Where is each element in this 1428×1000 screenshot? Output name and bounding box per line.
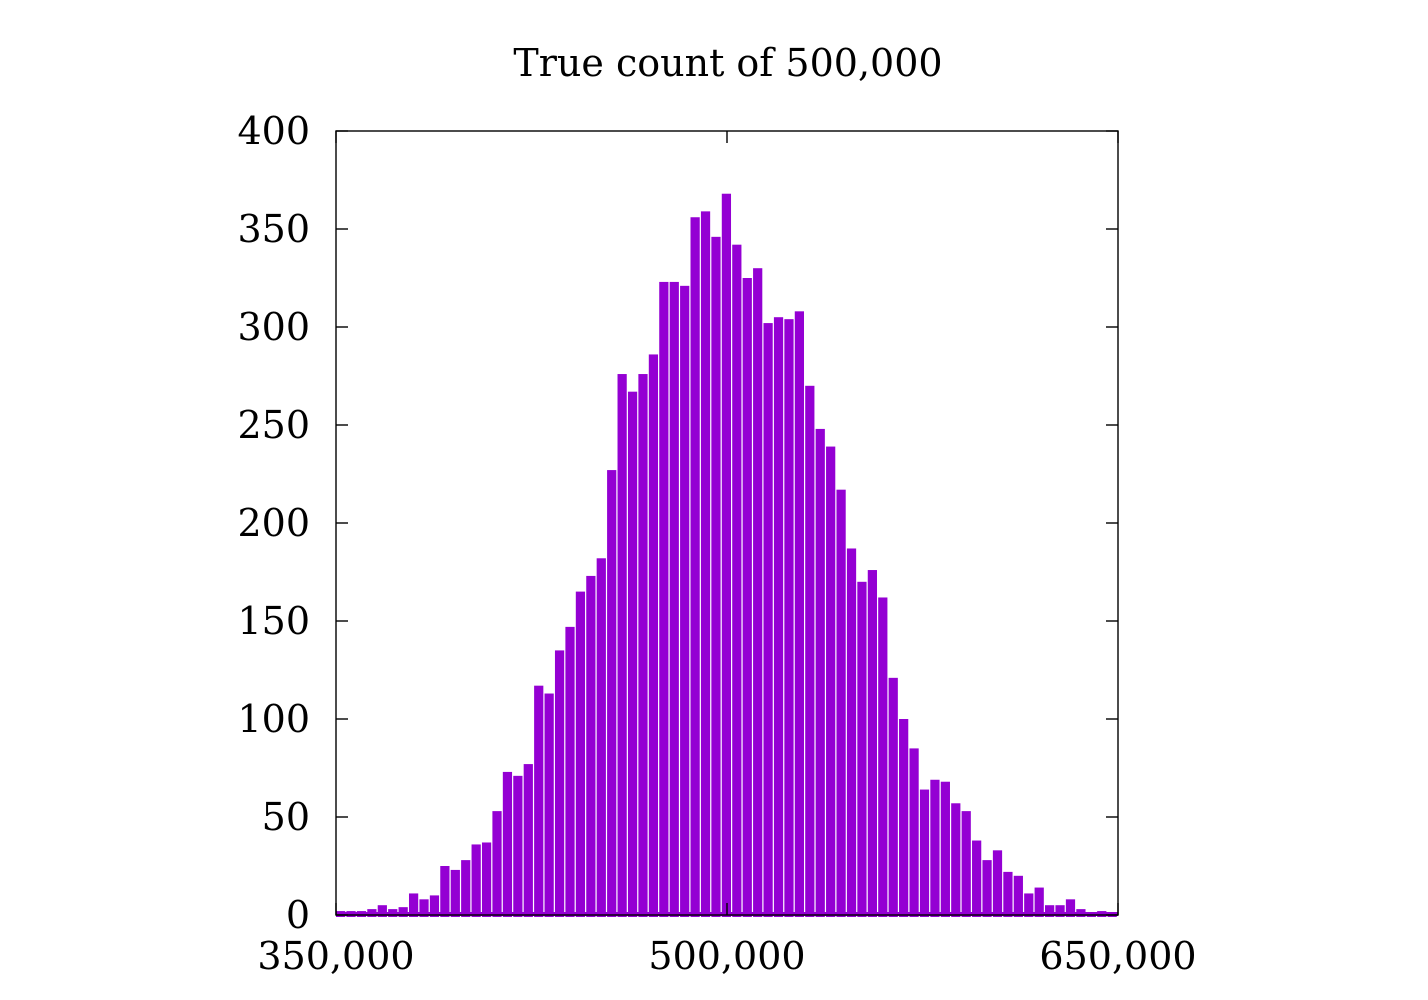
x-tick-labels: 350,000 500,000 650,000	[257, 934, 1196, 978]
histogram-bar	[544, 693, 554, 917]
histogram-bar	[1045, 905, 1055, 917]
histogram-bar	[502, 771, 513, 917]
plot-frame	[335, 130, 1119, 916]
histogram-bar	[909, 748, 919, 917]
histogram-bar	[919, 789, 930, 917]
histogram-bar	[440, 866, 450, 917]
histogram-bar	[607, 470, 617, 917]
histogram-bar	[669, 281, 679, 917]
y-tick-label: 350	[237, 207, 310, 251]
histogram-bar	[586, 575, 596, 917]
histogram-bar	[617, 374, 627, 917]
histogram-bar	[711, 236, 721, 918]
histogram-bar	[867, 570, 877, 917]
y-tick-label: 150	[237, 599, 310, 643]
histogram-bar	[700, 211, 711, 918]
histogram-bar	[554, 650, 565, 917]
histogram-bar	[763, 323, 773, 918]
histogram-bar	[972, 840, 982, 917]
histogram-bar	[815, 428, 825, 917]
histogram-bar	[732, 244, 742, 917]
histogram-bar	[471, 844, 481, 917]
chart-title: True count of 500,000	[513, 41, 942, 85]
histogram-bar	[461, 860, 471, 917]
histogram-bar	[408, 893, 419, 917]
histogram-bar	[1055, 905, 1065, 917]
histogram-bar	[690, 217, 700, 918]
y-tick-label: 400	[237, 109, 310, 153]
histogram-bar	[565, 626, 575, 917]
y-tick-labels: 0 50 100 150 200 250 300 350 400	[237, 109, 310, 937]
histogram-bar	[575, 591, 586, 917]
bars-layer	[336, 193, 1118, 918]
histogram-bar	[1013, 875, 1023, 917]
histogram-bar	[419, 899, 429, 917]
histogram-bar	[857, 581, 867, 917]
histogram-bar	[742, 278, 752, 917]
histogram-bar	[596, 558, 606, 917]
y-tick-label: 50	[262, 795, 310, 839]
histogram-bar	[784, 319, 794, 917]
histogram-bar	[899, 719, 909, 917]
y-tick-label: 0	[286, 893, 310, 937]
histogram-bar	[659, 281, 669, 917]
histogram-bar	[961, 811, 971, 917]
y-tick-label: 100	[237, 697, 310, 741]
histogram-bar	[513, 775, 523, 917]
y-tick-label: 300	[237, 305, 310, 349]
histogram-bar	[826, 446, 836, 917]
histogram-bar	[638, 374, 648, 917]
histogram-bar	[940, 781, 950, 917]
histogram-bar	[534, 685, 544, 917]
histogram-bar	[888, 677, 898, 917]
histogram-bar	[450, 869, 460, 917]
x-tick-label: 350,000	[257, 934, 414, 978]
histogram-bar	[1065, 899, 1076, 917]
histogram-bar	[992, 850, 1003, 917]
histogram-bar	[377, 905, 387, 917]
histogram-bar	[805, 385, 815, 917]
histogram-bar	[523, 764, 533, 917]
histogram-bar	[429, 895, 440, 917]
histogram-bar	[1003, 871, 1013, 917]
histogram-bar	[846, 548, 857, 917]
histogram-bar	[492, 811, 502, 917]
histogram-bar	[627, 391, 638, 917]
histogram-bar	[982, 860, 992, 917]
histogram-bar	[481, 842, 492, 917]
histogram-bar	[648, 354, 659, 917]
histogram-bar	[930, 779, 940, 917]
x-tick-label: 500,000	[648, 934, 805, 978]
histogram-bar	[773, 317, 784, 917]
histogram-bar	[721, 193, 732, 918]
histogram-bar	[951, 803, 961, 917]
histogram-bar	[753, 268, 763, 917]
histogram-bar	[794, 311, 804, 917]
y-tick-label: 200	[237, 501, 310, 545]
x-tick-label: 650,000	[1039, 934, 1196, 978]
histogram-bar	[680, 285, 690, 918]
histogram-bar	[1034, 887, 1044, 917]
y-tick-label: 250	[237, 403, 310, 447]
histogram-bar	[1024, 893, 1034, 917]
histogram-bar	[836, 489, 846, 917]
histogram-bar	[878, 597, 888, 917]
